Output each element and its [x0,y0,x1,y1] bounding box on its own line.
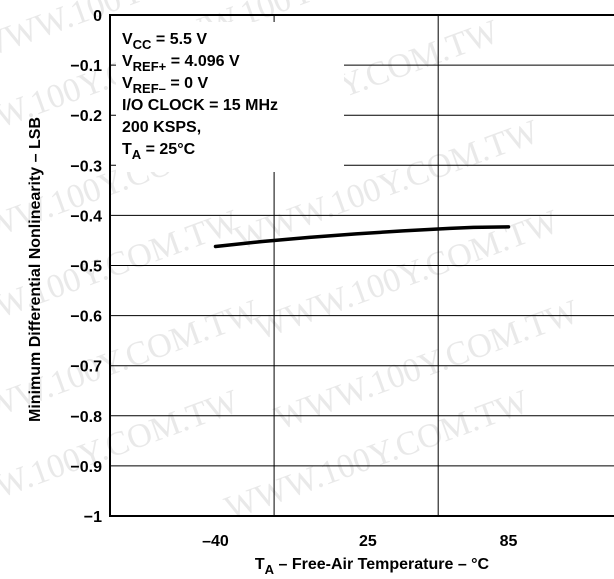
svg-text:I/O CLOCK = 15 MHz: I/O CLOCK = 15 MHz [122,97,278,114]
annotation-background [116,22,344,172]
annotation-line-main: 200 KSPS, [122,119,201,136]
series-layer [213,225,511,249]
svg-text:200 KSPS,: 200 KSPS, [122,119,201,136]
x-axis-label-subscript: A [265,562,275,577]
y-tick-label: −0.2 [70,108,102,125]
y-tick-label: −0.5 [70,259,102,276]
x-axis-label: TA – Free-Air Temperature – °C [255,556,490,577]
y-tick-label: −1 [84,509,102,526]
series-line [213,225,511,249]
x-axis-label-rest: – Free-Air Temperature – °C [274,556,490,573]
y-tick-label: 0 [93,8,102,25]
annotation-line-subscript: REF+ [133,59,167,74]
y-tick-label: −0.1 [70,58,102,75]
annotation-line-subscript: A [132,147,142,162]
annotation-line-main: I/O CLOCK = 15 MHz [122,97,278,114]
y-tick-label: −0.6 [70,309,102,326]
plot-frame [109,14,614,517]
y-tick-label: −0.7 [70,359,102,376]
x-tick-label: 25 [359,533,377,550]
x-tick-labels: –40 25 85 [202,533,517,550]
y-tick-labels: 0 −0.1 −0.2 −0.3 −0.4 −0.5 −0.6 −0.7 −0.8 −0.9 −1 [70,8,102,526]
annotation-line-main: V [122,31,133,48]
watermark-text: WWW.100Y.COM.TW [220,383,534,528]
y-axis-label: Minimum Differential Nonlinearity – LSB [27,117,44,422]
x-axis-label-main: T [255,556,265,573]
annotation-line-subscript: REF– [133,81,166,96]
y-tick-label: −0.3 [70,158,102,175]
annotation-line-rest: = 4.096 V [166,53,240,70]
svg-text:TA = 25°C: TA = 25°C [122,141,196,162]
annotation-line-rest: = 0 V [166,75,209,92]
annotation-line-main: V [122,53,133,70]
y-tick-label: −0.9 [70,459,102,476]
x-tick-label: –40 [202,533,229,550]
annotation-line-subscript: CC [133,37,152,52]
annotation-line-rest: = 5.5 V [151,31,207,48]
annotation-line-main: V [122,75,133,92]
svg-text:VCC = 5.5 V: VCC = 5.5 V [122,31,207,52]
y-tick-label: −0.4 [70,208,102,225]
svg-text:VREF– = 0 V: VREF– = 0 V [122,75,208,96]
svg-text:VREF+ = 4.096 V: VREF+ = 4.096 V [122,53,240,74]
annotation-line-main: T [122,141,132,158]
y-tick-label: −0.8 [70,409,102,426]
annotation-line-rest: = 25°C [141,141,195,158]
x-tick-label: 85 [500,533,518,550]
